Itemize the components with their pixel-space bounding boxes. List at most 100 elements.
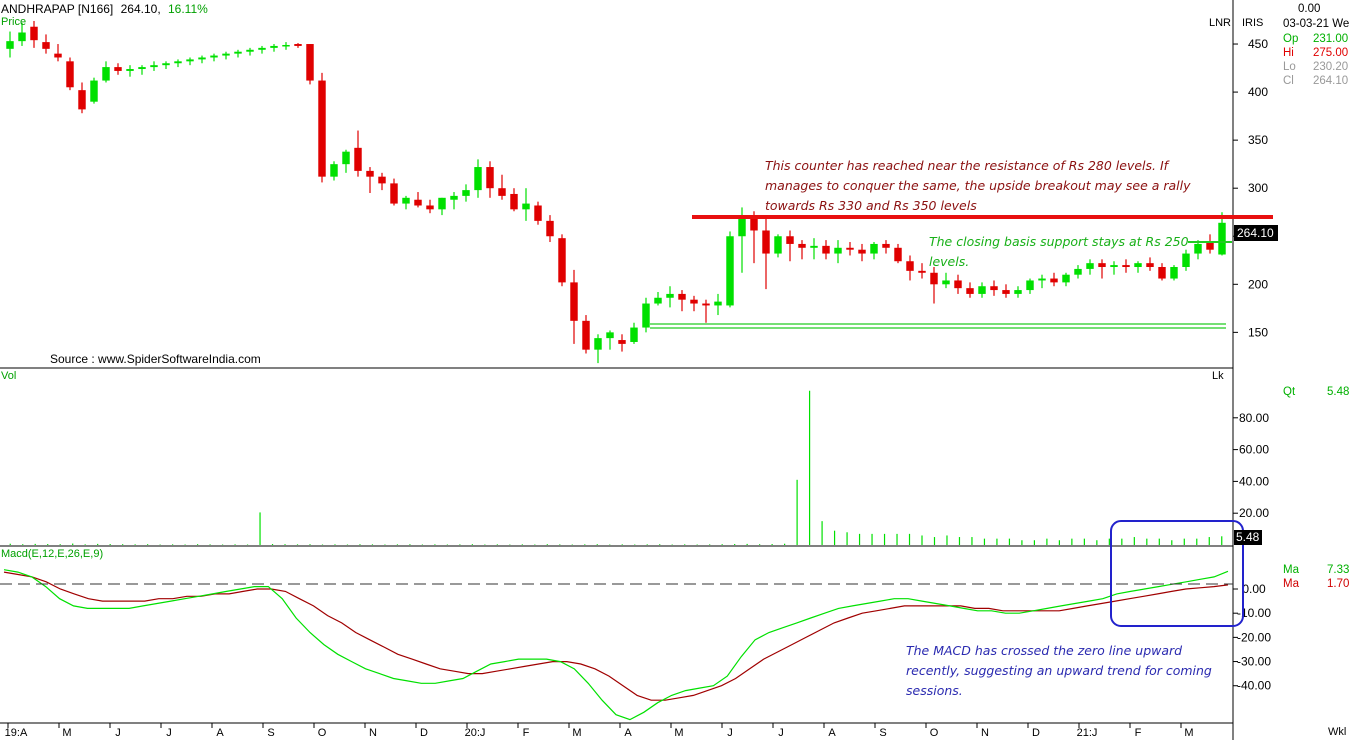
candle-20 — [246, 47, 254, 56]
candle-69 — [834, 240, 842, 264]
volume-qt: Qt 5.48 — [1283, 386, 1350, 398]
macd-highlight-box — [1110, 520, 1244, 627]
candle-7 — [90, 77, 98, 104]
candle-9 — [114, 63, 122, 75]
time-label-18: O — [930, 727, 939, 739]
candle-58 — [702, 299, 710, 323]
macd-tick-label-1: -10.00 — [1237, 606, 1271, 620]
macd-tick-label-3: -30.00 — [1237, 655, 1271, 669]
candle-14 — [174, 59, 182, 68]
candle-75 — [906, 255, 914, 281]
candle-54 — [654, 291, 662, 306]
candle-11 — [138, 65, 146, 75]
candle-92 — [1110, 261, 1118, 275]
time-label-9: 20:J — [465, 727, 486, 739]
price-tick-label-6: 450 — [1248, 37, 1268, 51]
candle-8 — [102, 61, 110, 83]
macd-label: Macd(E,12,E,26,E,9) — [1, 548, 104, 560]
macd-tick-label-2: -20.00 — [1237, 630, 1271, 644]
candle-66 — [798, 240, 806, 260]
candle-48 — [582, 315, 590, 354]
candle-0 — [6, 31, 14, 58]
time-label-15: J — [778, 727, 784, 739]
candle-46 — [558, 234, 566, 287]
price-tick-label-0: 150 — [1248, 325, 1268, 339]
candle-97 — [1170, 265, 1178, 281]
candle-33 — [402, 195, 410, 210]
candle-2 — [30, 20, 38, 48]
ohlc-open: Op 231.00 — [1283, 33, 1349, 45]
candle-23 — [282, 42, 290, 50]
candle-3 — [42, 34, 50, 54]
candle-45 — [546, 215, 554, 243]
candle-5 — [66, 57, 74, 91]
time-label-16: A — [828, 727, 836, 739]
candle-91 — [1098, 259, 1106, 279]
macd-axis: 0.00 -10.00 -20.00 -30.00 -40.00 — [1233, 582, 1271, 693]
candle-18 — [222, 51, 230, 60]
candle-41 — [498, 174, 506, 200]
candle-77 — [930, 267, 938, 304]
candle-22 — [270, 44, 278, 52]
iris-button[interactable]: IRIS — [1242, 17, 1264, 29]
time-axis: 19:A M J J A S O N D 20:J F M A M J J A S O N D 21:J F M — [5, 723, 1194, 739]
time-label-19: N — [981, 727, 989, 739]
symbol: ANDHRAPAP [N166] — [1, 2, 114, 16]
candle-59 — [714, 293, 722, 316]
candle-28 — [342, 149, 350, 173]
candle-56 — [678, 290, 686, 312]
macd-lines — [3, 569, 1229, 721]
candle-64 — [774, 234, 782, 258]
macd-annotation: The MACD has crossed the zero line upwar… — [906, 643, 1212, 698]
candle-16 — [198, 55, 206, 64]
candle-31 — [378, 172, 386, 191]
candle-40 — [486, 161, 494, 198]
macd-value: Ma 7.33 — [1283, 564, 1350, 576]
candle-49 — [594, 334, 602, 364]
support-annotation: The closing basis support stays at Rs 25… — [929, 234, 1189, 269]
time-label-8: D — [420, 727, 428, 739]
candle-62 — [750, 211, 758, 264]
candle-15 — [186, 57, 194, 66]
candle-83 — [1002, 284, 1010, 298]
source-credit: Source : www.SpiderSoftwareIndia.com — [50, 352, 261, 366]
candle-67 — [810, 238, 818, 260]
candle-10 — [126, 65, 134, 77]
candle-87 — [1050, 272, 1058, 287]
price-label: Price — [1, 16, 27, 28]
candle-34 — [414, 192, 422, 208]
price-axis: 150200250300350400450 — [1233, 37, 1268, 339]
volume-bars — [9, 390, 1223, 545]
candle-47 — [570, 269, 578, 344]
time-label-4: A — [216, 727, 224, 739]
candle-21 — [258, 45, 266, 54]
candle-42 — [510, 188, 518, 212]
candle-17 — [210, 53, 218, 62]
candle-93 — [1122, 259, 1130, 273]
lk-button[interactable]: Lk — [1212, 370, 1224, 382]
candle-32 — [390, 178, 398, 206]
ohlc-value: 0.00 — [1298, 3, 1321, 15]
lnr-button[interactable]: LNR — [1209, 17, 1232, 29]
candle-43 — [522, 188, 530, 221]
ohlc-date: 03-03-21 We — [1283, 18, 1350, 30]
time-label-3: J — [166, 727, 172, 739]
candle-98 — [1182, 249, 1190, 271]
time-label-17: S — [879, 727, 886, 739]
volume-axis: 20.00 40.00 60.00 80.00 — [1233, 411, 1269, 520]
candle-24 — [294, 43, 302, 48]
candle-72 — [870, 242, 878, 260]
candle-36 — [438, 197, 446, 216]
candle-74 — [894, 243, 902, 264]
candle-1 — [18, 22, 26, 46]
candle-44 — [534, 201, 542, 225]
last-price: 264.10, — [120, 2, 161, 16]
candle-57 — [690, 295, 698, 312]
time-label-23: M — [1184, 727, 1193, 739]
volume-label: Vol — [1, 370, 17, 382]
time-label-22: F — [1135, 727, 1142, 739]
candle-65 — [786, 230, 794, 262]
price-tick-label-4: 350 — [1248, 133, 1268, 147]
candle-51 — [618, 334, 626, 352]
